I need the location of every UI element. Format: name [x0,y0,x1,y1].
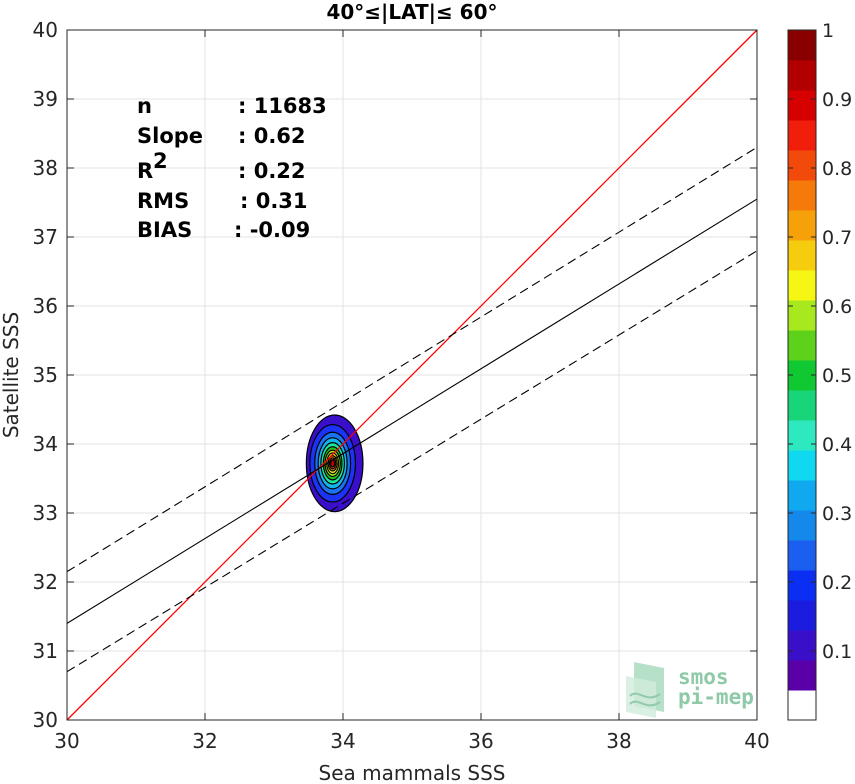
colorbar-segment [788,630,816,661]
stats-box: n : 11683 Slope : 0.62 R 2 : 0.22 RMS : 0.31 BIAS… [137,94,327,242]
upper-confidence-line [66,146,758,573]
colorbar-segment [788,480,816,511]
regression-line [66,198,758,624]
logo-text-pi-mep: pi-mep [678,685,754,709]
grid-lines [67,30,757,720]
colorbar-segment [788,120,816,151]
y-tick-label: 31 [33,639,58,663]
y-tick-label: 37 [33,225,58,249]
colorbar-segment [788,270,816,301]
colorbar-segment [788,150,816,181]
colorbar-segment [788,420,816,451]
stat-label-n: n [137,94,152,118]
y-tick-label: 38 [33,156,58,180]
stat-label-r: R [137,159,153,183]
colorbar-segment [788,660,816,691]
x-tick-label: 34 [330,729,355,753]
y-axis-ticks: 30 31 32 33 34 35 36 37 38 39 40 [33,18,757,732]
colorbar-segment [788,240,816,271]
smos-pi-mep-logo [626,662,664,718]
x-tick-label: 38 [606,729,631,753]
y-tick-label: 34 [33,432,58,456]
y-tick-label: 32 [33,570,58,594]
colorbar-segment [788,30,816,61]
x-tick-label: 32 [192,729,217,753]
colorbar-segment [788,510,816,541]
stat-value-r: : 0.22 [238,159,306,183]
x-tick-label: 40 [744,729,769,753]
logo-text-smos: smos [678,665,729,689]
regression-lines [66,29,758,721]
colorbar-segment [788,180,816,211]
colorbar-segment [788,450,816,481]
colorbar-tick-label: 0.2 [822,572,852,594]
colorbar-segment [788,60,816,91]
lower-confidence-line [66,250,758,673]
colorbar-tick-label: 0.7 [822,227,852,249]
chart-title: 40°≤|LAT|≤ 60° [326,0,497,24]
stat-label-slope: Slope [137,124,203,148]
stat-value-n: : 11683 [238,94,327,118]
stat-value-slope: : 0.62 [238,124,306,148]
x-axis-ticks: 30 32 34 36 38 40 [54,30,770,753]
colorbar-segment [788,390,816,421]
density-contours [305,414,364,513]
y-tick-label: 30 [33,708,58,732]
colorbar-segment [788,330,816,361]
colorbar-segment [788,570,816,601]
colorbar-tick-label: 1 [822,20,834,42]
colorbar-segment [788,300,816,331]
colorbar-tick-label: 0.3 [822,503,852,525]
colorbar-segment [788,690,816,721]
colorbar-tick-label: 0.8 [822,158,852,180]
y-axis-label: Satellite SSS [0,312,23,438]
stat-label-rms: RMS [137,189,189,213]
colorbar-tick-label: 0.5 [822,365,852,387]
y-tick-label: 36 [33,294,58,318]
stat-label-bias: BIAS [137,218,192,242]
stat-value-bias: : -0.09 [234,218,310,242]
x-axis-label: Sea mammals SSS [319,761,506,784]
colorbar-segment [788,210,816,241]
y-tick-label: 39 [33,87,58,111]
colorbar-tick-label: 0.4 [822,434,852,456]
stat-value-rms: : 0.31 [240,189,308,213]
one-to-one-line [66,29,758,721]
x-tick-label: 36 [468,729,493,753]
colorbar-segment [788,90,816,121]
colorbar-tick-label: 0.9 [822,89,852,111]
y-tick-label: 33 [33,501,58,525]
stat-label-superscript: 2 [153,149,168,173]
x-tick-label: 30 [54,729,79,753]
colorbar-tick-label: 0.6 [822,296,852,318]
colorbar: 0.1 0.2 0.3 0.4 0.5 0.6 0.7 0.8 0.9 1 [787,20,852,721]
y-tick-label: 40 [33,18,58,42]
y-tick-label: 35 [33,363,58,387]
colorbar-tick-label: 0.1 [822,641,852,663]
colorbar-segment [788,600,816,631]
colorbar-segment [788,540,816,571]
